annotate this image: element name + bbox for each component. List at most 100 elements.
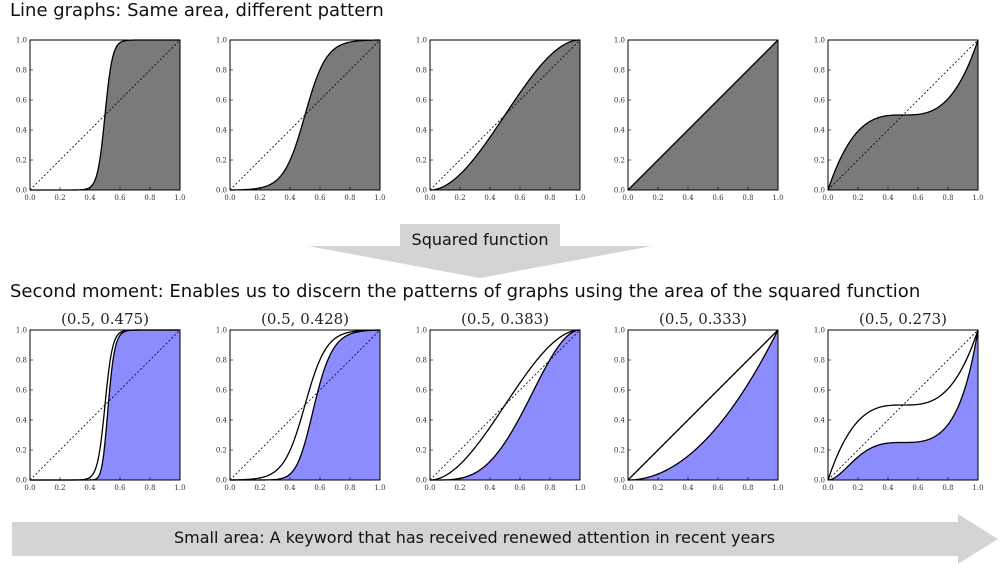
y-tick-label: 0.6 <box>216 97 228 105</box>
x-tick-label: 0.2 <box>852 194 863 202</box>
original-curve <box>827 329 979 481</box>
plot-caption: (0.5, 0.383) <box>461 310 549 328</box>
y-tick-label: 1.0 <box>16 37 27 45</box>
y-tick-label: 0.2 <box>614 447 625 455</box>
x-tick-label: 0.6 <box>114 484 126 492</box>
right-arrow-label: Small area: A keyword that has received … <box>174 528 775 547</box>
diagonal-reference-line <box>29 329 181 481</box>
y-tick-label: 1.0 <box>814 327 825 335</box>
diagonal-reference-line <box>827 39 979 191</box>
y-tick-label: 0.0 <box>614 187 625 195</box>
x-tick-label: 0.0 <box>224 194 235 202</box>
y-tick-label: 0.6 <box>16 387 28 395</box>
x-tick-label: 0.6 <box>514 194 526 202</box>
x-tick-label: 0.6 <box>114 194 126 202</box>
y-tick-label: 0.2 <box>216 157 227 165</box>
y-tick-label: 0.2 <box>416 157 427 165</box>
bottom-plot-5: 0.0 0.2 0.4 0.6 0.8 1.0 0.0 0.2 0.4 0.6 0.8 1.0 (0.5… <box>814 310 984 492</box>
x-tick-label: 0.0 <box>622 194 633 202</box>
x-tick-label: 0.2 <box>454 484 465 492</box>
y-tick-label: 0.8 <box>416 67 427 75</box>
y-tick-label: 0.4 <box>216 417 228 425</box>
x-tick-label: 1.0 <box>174 484 185 492</box>
x-tick-label: 0.2 <box>254 484 265 492</box>
squared-curve <box>827 329 979 481</box>
x-tick-label: 0.6 <box>314 484 326 492</box>
x-tick-label: 1.0 <box>374 194 385 202</box>
y-tick-label: 0.6 <box>614 387 626 395</box>
y-tick-label: 0.4 <box>614 127 626 135</box>
x-tick-label: 0.6 <box>912 484 924 492</box>
x-tick-label: 1.0 <box>374 484 385 492</box>
plot-frame <box>29 39 181 191</box>
bottom-heading: Second moment: Enables us to discern the… <box>10 281 921 302</box>
y-tick-label: 0.4 <box>416 417 428 425</box>
y-tick-label: 0.0 <box>416 187 427 195</box>
y-tick-label: 0.6 <box>216 387 228 395</box>
y-tick-label: 0.2 <box>814 157 825 165</box>
y-tick-label: 0.8 <box>16 67 27 75</box>
x-tick-label: 0.4 <box>882 194 894 202</box>
x-tick-label: 0.8 <box>344 484 355 492</box>
y-tick-label: 1.0 <box>416 327 427 335</box>
plot-frame <box>827 329 979 481</box>
x-tick-label: 0.8 <box>344 194 355 202</box>
original-curve <box>627 39 779 191</box>
y-tick-label: 0.8 <box>814 357 825 365</box>
top-plot-4: 0.0 0.2 0.4 0.6 0.8 1.0 0.0 0.2 0.4 0.6 0.8 1.0 <box>614 37 784 203</box>
top-plot-2: 0.0 0.2 0.4 0.6 0.8 1.0 0.0 0.2 0.4 0.6 0.8 1.0 <box>216 37 386 203</box>
x-tick-label: 0.2 <box>852 484 863 492</box>
down-arrow <box>308 224 652 278</box>
x-tick-label: 0.0 <box>822 194 833 202</box>
y-tick-label: 0.2 <box>416 447 427 455</box>
right-arrow-shape <box>12 514 998 564</box>
original-curve <box>229 329 381 481</box>
y-tick-label: 0.0 <box>814 187 825 195</box>
y-tick-label: 1.0 <box>614 37 625 45</box>
top-plot-3: 0.0 0.2 0.4 0.6 0.8 1.0 0.0 0.2 0.4 0.6 0.8 1.0 <box>416 37 586 203</box>
top-plot-1: 0.0 0.2 0.4 0.6 0.8 1.0 0.0 0.2 0.4 0.6 0.8 1.0 <box>16 37 186 203</box>
y-tick-label: 1.0 <box>416 37 427 45</box>
squared-curve <box>430 329 581 481</box>
y-tick-label: 0.4 <box>16 127 28 135</box>
plot-frame <box>229 329 381 481</box>
y-tick-label: 0.2 <box>614 157 625 165</box>
y-tick-label: 0.8 <box>614 67 625 75</box>
x-tick-label: 0.6 <box>912 194 924 202</box>
x-tick-label: 1.0 <box>174 194 185 202</box>
x-tick-label: 0.8 <box>144 484 155 492</box>
x-tick-label: 0.6 <box>712 484 724 492</box>
y-tick-label: 0.0 <box>216 187 227 195</box>
bottom-plot-2: 0.0 0.2 0.4 0.6 0.8 1.0 0.0 0.2 0.4 0.6 0.8 1.0 (0.5… <box>216 310 386 492</box>
x-tick-label: 0.0 <box>24 194 35 202</box>
diagonal-reference-line <box>29 39 181 191</box>
x-tick-label: 0.6 <box>514 484 526 492</box>
y-tick-label: 0.0 <box>16 187 27 195</box>
y-tick-label: 0.8 <box>216 67 227 75</box>
area-fill <box>628 330 778 480</box>
plot-caption: (0.5, 0.273) <box>859 310 947 328</box>
plot-frame <box>229 39 381 191</box>
y-tick-label: 0.4 <box>814 127 826 135</box>
plot-frame <box>429 329 581 481</box>
x-tick-label: 0.4 <box>284 194 296 202</box>
squared-curve <box>627 329 779 481</box>
y-tick-label: 0.0 <box>16 477 27 485</box>
bottom-plot-4: 0.0 0.2 0.4 0.6 0.8 1.0 0.0 0.2 0.4 0.6 0.8 1.0 (0.5… <box>614 310 784 492</box>
plot-frame <box>627 39 779 191</box>
x-tick-label: 0.0 <box>622 484 633 492</box>
x-tick-label: 0.4 <box>284 484 296 492</box>
plot-frame <box>429 39 581 191</box>
x-tick-label: 0.4 <box>882 484 894 492</box>
original-curve <box>429 329 581 481</box>
x-tick-label: 0.6 <box>314 194 326 202</box>
y-tick-label: 0.4 <box>614 417 626 425</box>
area-fill <box>30 330 180 480</box>
x-tick-label: 0.4 <box>84 194 96 202</box>
x-tick-label: 0.8 <box>742 484 753 492</box>
y-tick-label: 0.8 <box>814 67 825 75</box>
plot-frame <box>627 329 779 481</box>
right-arrow <box>12 514 998 564</box>
x-tick-label: 0.8 <box>544 194 555 202</box>
plot-caption: (0.5, 0.333) <box>659 310 747 328</box>
